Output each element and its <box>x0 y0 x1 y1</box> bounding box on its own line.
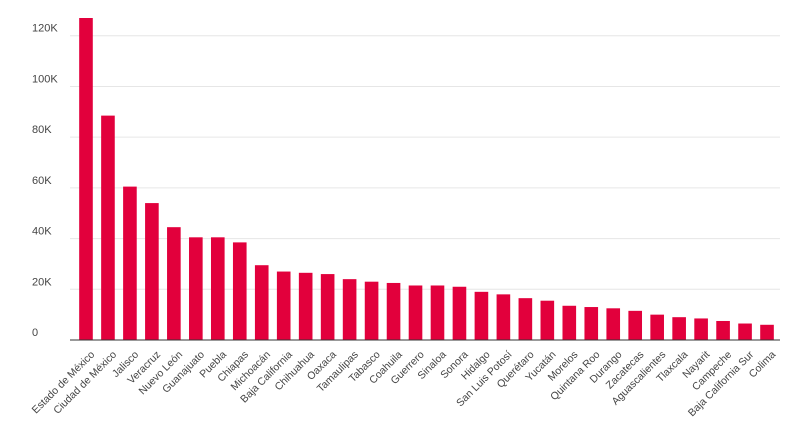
y-axis-ticks: 0 20K 40K 60K 80K 100K 120K <box>32 23 58 339</box>
y-tick-label: 20K <box>32 276 52 288</box>
gridlines <box>70 35 780 290</box>
bar <box>628 310 643 340</box>
y-tick-label: 60K <box>32 175 52 187</box>
bar <box>540 300 555 340</box>
bar <box>167 227 181 340</box>
bar <box>606 308 621 340</box>
bar <box>101 115 115 341</box>
y-tick-label: 40K <box>32 226 52 238</box>
bar <box>210 237 225 340</box>
bar <box>496 294 511 340</box>
y-tick-label: 80K <box>32 124 52 136</box>
bar <box>232 242 247 340</box>
bar <box>562 305 577 340</box>
bar <box>123 186 137 340</box>
bars <box>79 18 774 341</box>
bar <box>254 265 269 340</box>
bar <box>716 320 730 340</box>
bar <box>320 274 335 340</box>
y-tick-label: 120K <box>32 23 58 35</box>
bar <box>298 272 313 340</box>
bar <box>474 291 489 340</box>
bar <box>342 279 357 340</box>
bar <box>276 271 291 340</box>
bar <box>518 298 533 340</box>
bar <box>386 282 401 340</box>
bar <box>584 307 599 340</box>
y-tick-label: 0 <box>32 327 38 339</box>
bar <box>408 285 423 340</box>
bar <box>452 286 467 340</box>
bar <box>694 318 708 340</box>
bar <box>650 314 664 340</box>
y-tick-label: 100K <box>32 73 58 85</box>
bar <box>672 317 686 340</box>
bar <box>760 324 774 340</box>
bar <box>189 237 203 340</box>
bar <box>430 285 445 340</box>
bar <box>79 18 93 340</box>
bar <box>145 203 159 340</box>
bar <box>364 281 379 340</box>
bar <box>738 323 752 340</box>
